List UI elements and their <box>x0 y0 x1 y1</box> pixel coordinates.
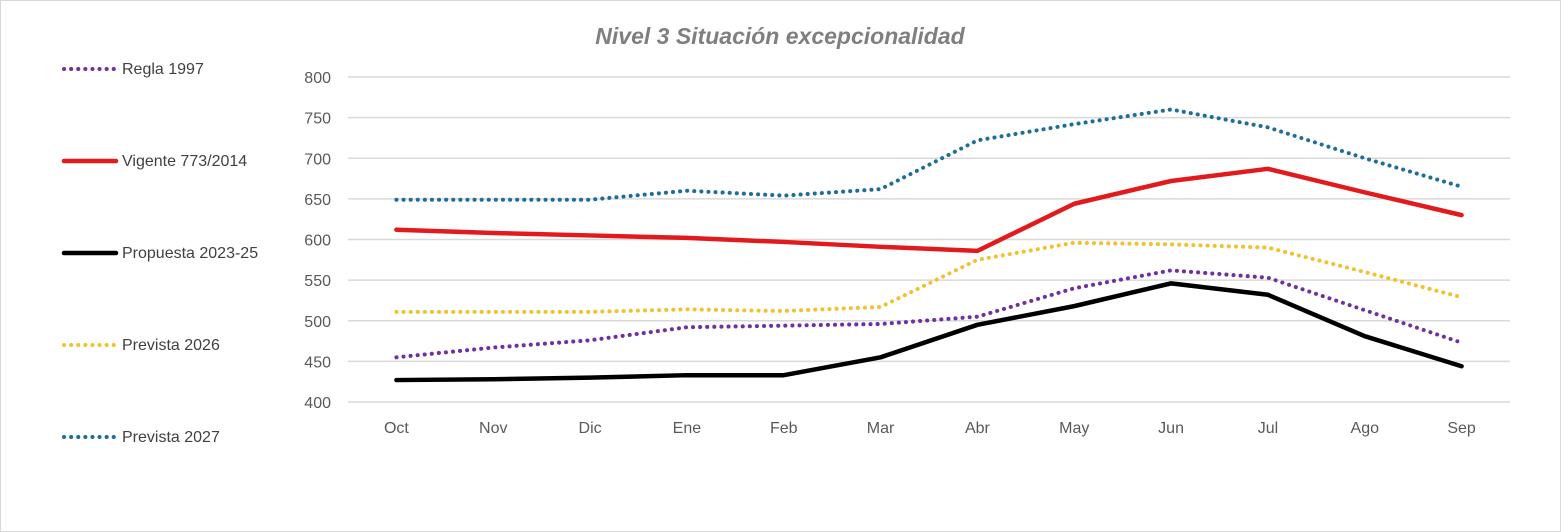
series-line <box>394 166 1464 254</box>
x-tick-label: Nov <box>479 420 507 437</box>
chart-title: Nivel 3 Situación excepcionalidad <box>595 23 965 49</box>
y-tick-label: 700 <box>304 151 331 168</box>
x-tick-label: Ago <box>1351 420 1380 437</box>
x-tick-label: Oct <box>384 420 409 437</box>
series-line <box>394 281 1464 383</box>
x-tick-label: Sep <box>1447 420 1476 437</box>
y-tick-label: 600 <box>304 233 331 250</box>
x-tick-label: Jun <box>1158 420 1184 437</box>
y-tick-label: 750 <box>304 111 331 128</box>
y-tick-label: 800 <box>304 70 331 87</box>
x-tick-label: Feb <box>770 420 798 437</box>
y-tick-label: 450 <box>304 354 331 371</box>
x-tick-label: Jul <box>1258 420 1278 437</box>
x-tick-label: Mar <box>867 420 895 437</box>
x-tick-label: Ene <box>673 420 702 437</box>
legend-label: Propuesta 2023-25 <box>122 245 258 262</box>
x-tick-label: May <box>1059 420 1089 437</box>
legend-label: Prevista 2026 <box>122 337 220 354</box>
y-tick-label: 650 <box>304 192 331 209</box>
x-tick-label: Abr <box>965 420 991 437</box>
y-tick-label: 550 <box>304 273 331 290</box>
legend-label: Regla 1997 <box>122 61 204 78</box>
series-line <box>394 240 1464 314</box>
x-tick-label: Dic <box>579 420 602 437</box>
y-tick-label: 500 <box>304 314 331 331</box>
legend-label: Vigente 773/2014 <box>122 153 247 170</box>
series-line <box>394 268 1464 360</box>
legend-label: Prevista 2027 <box>122 429 220 446</box>
y-tick-label: 400 <box>304 395 331 412</box>
series-line <box>394 107 1464 202</box>
